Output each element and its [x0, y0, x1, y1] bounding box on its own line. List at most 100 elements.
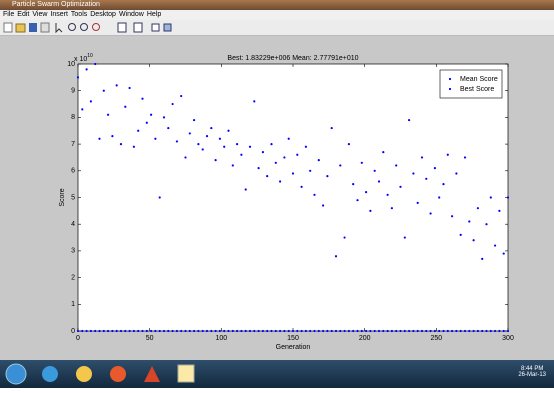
data-point	[468, 220, 470, 222]
clock: 8:44 PM 26-Mar-13	[518, 366, 546, 378]
icon-zoom-in[interactable]	[69, 24, 76, 31]
data-point	[219, 138, 221, 140]
data-point	[245, 188, 247, 190]
icon-arrow[interactable]	[56, 23, 62, 32]
y-tick-label: 7	[71, 141, 75, 148]
data-point	[197, 143, 199, 145]
legend-label: Mean Score	[460, 76, 498, 83]
data-point	[292, 172, 294, 174]
taskbar-explorer[interactable]	[76, 366, 92, 382]
data-point	[378, 180, 380, 182]
data-point	[460, 234, 462, 236]
data-point	[111, 330, 113, 332]
data-point	[180, 95, 182, 97]
menu-item[interactable]: Tools	[71, 11, 87, 18]
chart-title: Best: 1.83229e+006 Mean: 2.77791e+010	[227, 55, 358, 62]
start-button[interactable]	[6, 364, 26, 384]
data-point	[421, 156, 423, 158]
icon-rotate[interactable]	[93, 24, 100, 31]
data-point	[266, 175, 268, 177]
data-point	[107, 114, 109, 116]
data-point	[301, 186, 303, 188]
data-point	[86, 68, 88, 70]
data-point	[150, 114, 152, 116]
taskbar-matlab[interactable]	[144, 366, 160, 382]
data-point	[408, 119, 410, 121]
data-point	[116, 330, 118, 332]
icon-zoom-out[interactable]	[81, 24, 88, 31]
menu-item[interactable]: File	[3, 11, 14, 18]
icon-print[interactable]	[41, 23, 49, 32]
data-point	[382, 330, 384, 332]
data-point	[270, 143, 272, 145]
taskbar-ie[interactable]	[42, 366, 58, 382]
data-point	[309, 330, 311, 332]
menu-item[interactable]: Window	[119, 11, 144, 18]
data-point	[249, 330, 251, 332]
data-point	[356, 330, 358, 332]
data-point	[120, 330, 122, 332]
icon-new[interactable]	[4, 23, 12, 32]
menu-item[interactable]: Edit	[17, 11, 29, 18]
data-point	[352, 330, 354, 332]
data-point	[249, 146, 251, 148]
data-point	[313, 330, 315, 332]
legend-marker	[449, 78, 451, 80]
data-point	[262, 330, 264, 332]
icon-show[interactable]	[164, 24, 171, 31]
toolbar	[0, 20, 554, 36]
menu-item[interactable]: Help	[147, 11, 161, 18]
icon-open[interactable]	[16, 24, 25, 32]
data-point	[184, 330, 186, 332]
data-point	[503, 252, 505, 254]
data-point	[447, 154, 449, 156]
data-point	[116, 84, 118, 86]
icon-hide[interactable]	[152, 24, 159, 31]
data-point	[283, 156, 285, 158]
y-axis-label: Score	[59, 188, 66, 206]
window-title: Particle Swarm Optimization	[12, 1, 100, 8]
y-tick-label: 2	[71, 274, 75, 281]
data-point	[223, 146, 225, 148]
data-point	[395, 330, 397, 332]
data-point	[189, 132, 191, 134]
icon-colorbar[interactable]	[118, 23, 126, 32]
data-point	[154, 138, 156, 140]
menu-item[interactable]: Desktop	[90, 11, 116, 18]
data-point	[193, 119, 195, 121]
data-point	[167, 127, 169, 129]
taskbar-chrome[interactable]	[110, 366, 126, 382]
data-point	[236, 330, 238, 332]
y-multiplier: x 1010	[74, 53, 93, 63]
x-tick-label: 150	[287, 335, 299, 342]
data-point	[124, 330, 126, 332]
figure: Best: 1.83229e+006 Mean: 2.77791e+010Gen…	[0, 36, 554, 360]
data-point	[369, 330, 371, 332]
data-point	[150, 330, 152, 332]
data-point	[348, 143, 350, 145]
data-point	[172, 330, 174, 332]
data-point	[98, 330, 100, 332]
data-point	[374, 170, 376, 172]
data-point	[94, 63, 96, 65]
data-point	[490, 330, 492, 332]
data-point	[335, 330, 337, 332]
data-point	[219, 330, 221, 332]
data-point	[335, 255, 337, 257]
data-point	[318, 330, 320, 332]
data-point	[494, 244, 496, 246]
icon-save[interactable]	[29, 23, 37, 32]
y-tick-label: 9	[71, 88, 75, 95]
data-point	[339, 164, 341, 166]
icon-legend[interactable]	[134, 23, 142, 32]
menu-item[interactable]: View	[32, 11, 47, 18]
data-point	[215, 159, 217, 161]
data-point	[90, 100, 92, 102]
data-point	[107, 330, 109, 332]
taskbar-notes[interactable]	[178, 365, 194, 382]
data-point	[206, 135, 208, 137]
taskbar-icons	[0, 360, 200, 388]
data-point	[270, 330, 272, 332]
data-point	[468, 330, 470, 332]
menu-item[interactable]: Insert	[50, 11, 68, 18]
